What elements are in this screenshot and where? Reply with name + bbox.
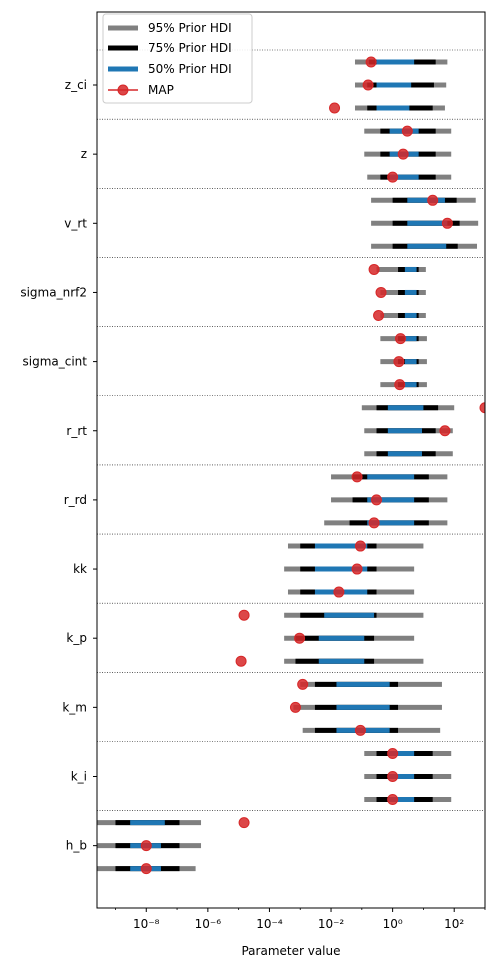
map-point: [294, 632, 306, 644]
legend-label: 50% Prior HDI: [148, 62, 232, 76]
x-axis-title: Parameter value: [241, 944, 340, 958]
x-tick-label: 10⁰: [383, 917, 403, 931]
x-tick-label: 10²: [444, 917, 464, 931]
map-point: [441, 217, 453, 229]
y-tick-label: sigma_cint: [23, 355, 88, 369]
map-point: [235, 655, 247, 667]
y-tick-label: sigma_nrf2: [20, 285, 87, 299]
map-point: [140, 840, 152, 852]
legend: 95% Prior HDI 75% Prior HDI 50% Prior HDI M…: [102, 13, 253, 104]
map-point: [394, 379, 406, 391]
x-axis: 10⁻⁸ 10⁻⁶ 10⁻⁴ 10⁻² 10⁰ 10²: [115, 908, 486, 931]
map-point: [479, 402, 485, 414]
map-point: [368, 263, 380, 275]
map-point: [387, 771, 399, 782]
y-tick-label: h_b: [66, 839, 87, 853]
map-point: [362, 79, 374, 91]
y-tick-label: v_rt: [64, 216, 87, 230]
legend-label: 75% Prior HDI: [148, 41, 232, 55]
map-point: [387, 748, 399, 759]
y-tick-label: z_ci: [65, 78, 87, 92]
map-point: [297, 678, 309, 690]
y-tick-label: k_p: [66, 631, 87, 645]
map-point: [371, 494, 383, 506]
map-point: [368, 517, 380, 529]
map-point: [373, 309, 385, 321]
map-point: [427, 194, 439, 206]
map-point: [401, 125, 413, 137]
map-point: [393, 356, 405, 368]
map-point: [354, 724, 366, 736]
legend-box: [102, 13, 253, 104]
y-tick-label: r_rd: [64, 493, 87, 507]
y-tick-label: r_rt: [66, 424, 87, 438]
plot-marks: [97, 49, 485, 875]
y-tick-label: k_i: [71, 770, 87, 784]
map-point: [238, 609, 250, 621]
legend-label: 95% Prior HDI: [148, 21, 232, 35]
map-point: [397, 148, 409, 160]
y-tick-label: k_m: [62, 700, 87, 714]
map-point: [387, 171, 399, 183]
map-point: [351, 471, 363, 483]
legend-marker: [117, 84, 129, 96]
map-point: [387, 794, 399, 805]
map-point: [238, 817, 250, 829]
map-point: [394, 333, 406, 345]
plot-area: [97, 49, 485, 875]
map-point: [140, 863, 152, 875]
x-tick-label: 10⁻²: [318, 917, 345, 931]
map-point: [354, 540, 366, 552]
legend-label: MAP: [148, 83, 174, 97]
axes-frame: [96, 11, 486, 909]
x-tick-label: 10⁻⁶: [195, 917, 222, 931]
map-point: [333, 586, 345, 598]
map-point: [439, 425, 451, 437]
map-point: [351, 563, 363, 575]
map-point: [289, 701, 301, 713]
map-point: [365, 56, 377, 68]
x-tick-label: 10⁻⁸: [133, 917, 160, 931]
map-point: [375, 286, 387, 298]
y-tick-label: z: [81, 147, 87, 161]
y-tick-label: kk: [73, 562, 87, 576]
x-tick-label: 10⁻⁴: [256, 917, 283, 931]
map-point: [329, 102, 341, 114]
